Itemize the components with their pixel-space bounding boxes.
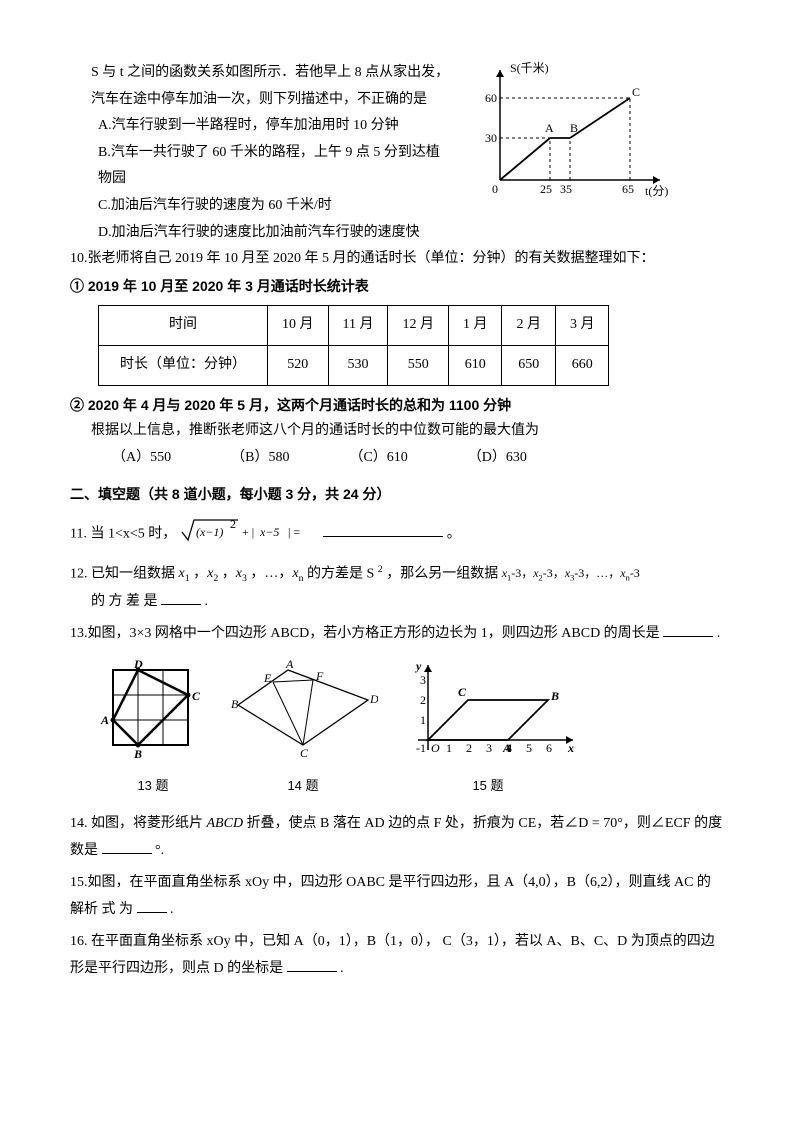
q9-optD: D.加油后汽车行驶的速度比加油前汽车行驶的速度快 <box>70 220 450 247</box>
question-11: 11. 当 1<x<5 时， (x−1) 2 + | x−5 | = 。 <box>70 514 724 555</box>
svg-text:C: C <box>632 85 640 99</box>
svg-text:5: 5 <box>526 741 532 755</box>
q11-pre: 11. 当 1<x<5 时， <box>70 526 176 541</box>
question-12: 12. 已知一组数据 x1 ，x2 ，x3 ，…，xn 的方差是 S 2 ，那么… <box>70 561 724 616</box>
fig14-label: 14 题 <box>228 774 378 799</box>
svg-text:C: C <box>192 689 201 703</box>
q16-end: . <box>340 961 344 976</box>
question-15: 15.如图，在平面直角坐标系 xOy 中，四边形 OABC 是平行四边形，且 A… <box>70 870 724 923</box>
svg-text:A: A <box>285 660 294 671</box>
q10-optC: （C）610 <box>349 445 407 472</box>
question-9: S 与 t 之间的函数关系如图所示．若他早上 8 点从家出发， 汽车在途中停车加… <box>70 60 724 246</box>
figures-row: A B C D 13 题 A B C D E F 14 题 <box>70 660 724 799</box>
question-10: 10.张老师将自己 2019 年 10 月至 2020 年 5 月的通话时长（单… <box>70 246 724 471</box>
q14-end: °. <box>155 843 164 858</box>
figure-13: A B C D 13 题 <box>98 660 208 799</box>
svg-text:A: A <box>100 713 109 727</box>
svg-text:3: 3 <box>420 673 426 687</box>
svg-text:3: 3 <box>486 741 492 755</box>
q15-blank <box>137 898 167 913</box>
svg-text:F: F <box>315 669 324 683</box>
question-16: 16. 在平面直角坐标系 xOy 中，已知 A（0，1），B（1，0）， C（3… <box>70 929 724 982</box>
q10-sub2: ② 2020 年 4 月与 2020 年 5 月，这两个月通话时长的总和为 11… <box>70 392 724 419</box>
section-2-header: 二、填空题（共 8 道小题，每小题 3 分，共 24 分） <box>70 481 724 508</box>
q16-blank <box>287 957 337 972</box>
svg-text:O: O <box>431 741 440 755</box>
q9-graph: S(千米) t(分) 30 60 25 35 65 0 A B C <box>470 60 670 221</box>
q13-end: . <box>717 626 721 641</box>
q13-text: 13.如图，3×3 网格中一个四边形 ABCD，若小方格正方形的边长为 1，则四… <box>70 626 660 641</box>
q15-pre: 15.如图，在平面直角坐标系 xOy 中，四边形 OABC 是平行四边形，且 A… <box>70 875 711 917</box>
svg-text:25: 25 <box>540 182 552 196</box>
svg-text:A: A <box>502 741 511 755</box>
svg-text:B: B <box>570 121 578 135</box>
q10-options: （A）550 （B）580 （C）610 （D）630 <box>70 445 724 472</box>
q12-end: . <box>205 594 209 609</box>
svg-text:-1: -1 <box>416 741 426 755</box>
fig13-label: 13 题 <box>98 774 208 799</box>
svg-text:65: 65 <box>622 182 634 196</box>
svg-text:1: 1 <box>420 713 426 727</box>
q14-pre: 14. 如图，将菱形纸片 <box>70 816 207 831</box>
q12-line1c: ，那么另一组数据 <box>386 566 502 581</box>
q15-end: . <box>170 902 174 917</box>
q11-after: 。 <box>447 526 461 541</box>
svg-text:0: 0 <box>492 182 498 196</box>
q12-blank <box>161 590 201 605</box>
figure-15: x y -1 O 123 456 123 A B C 15 题 <box>398 660 578 799</box>
svg-text:B: B <box>550 689 559 703</box>
q10-optB: （B）580 <box>231 445 289 472</box>
svg-text:S(千米): S(千米) <box>510 61 549 75</box>
svg-text:6: 6 <box>546 741 552 755</box>
q10-table: 时间 10 月 11 月 12 月 1 月 2 月 3 月 时长（单位：分钟） … <box>98 305 609 385</box>
q12-line1b: 的方差是 S <box>307 566 374 581</box>
svg-text:(x−1): (x−1) <box>196 525 223 539</box>
q11-blank <box>323 522 443 537</box>
svg-text:y: y <box>414 660 422 673</box>
svg-text:30: 30 <box>485 131 497 145</box>
svg-text:1: 1 <box>446 741 452 755</box>
q9-optA: A.汽车行驶到一半路程时，停车加油用时 10 分钟 <box>70 113 450 140</box>
svg-text:x: x <box>567 741 574 755</box>
svg-text:C: C <box>300 746 309 760</box>
svg-text:t(分): t(分) <box>645 184 668 198</box>
q11-formula: (x−1) 2 + | x−5 | = <box>180 514 320 555</box>
svg-text:+ |: + | <box>242 525 254 539</box>
svg-text:2: 2 <box>466 741 472 755</box>
fig15-label: 15 题 <box>398 774 578 799</box>
q16-pre: 16. 在平面直角坐标系 xOy 中，已知 A（0，1），B（1，0）， C（3… <box>70 934 715 976</box>
q9-intro1: S 与 t 之间的函数关系如图所示．若他早上 8 点从家出发， <box>70 60 450 87</box>
svg-text:E: E <box>263 671 272 685</box>
q10-infer: 根据以上信息，推断张老师这八个月的通话时长的中位数可能的最大值为 <box>70 418 724 445</box>
q12-line2: 的 方 差 是 <box>91 594 158 609</box>
figure-14: A B C D E F 14 题 <box>228 660 378 799</box>
q12-vars1: x1 ，x2 ，x3 ，…，xn <box>179 566 304 581</box>
svg-text:B: B <box>231 697 239 711</box>
svg-text:A: A <box>545 121 554 135</box>
q10-optA: （A）550 <box>112 445 171 472</box>
svg-text:x−5: x−5 <box>259 525 279 539</box>
svg-text:60: 60 <box>485 91 497 105</box>
svg-text:C: C <box>458 685 467 699</box>
svg-text:D: D <box>133 660 143 671</box>
svg-text:2: 2 <box>420 693 426 707</box>
q14-blank <box>102 839 152 854</box>
q12-vars2: x1-3，x2-3，x3-3，…，xn-3 <box>502 566 640 580</box>
q10-sub1: ① 2019 年 10 月至 2020 年 3 月通话时长统计表 <box>70 273 724 300</box>
q10-text: 10.张老师将自己 2019 年 10 月至 2020 年 5 月的通话时长（单… <box>70 246 724 273</box>
svg-text:35: 35 <box>560 182 572 196</box>
q9-optB: B.汽车一共行驶了 60 千米的路程，上午 9 点 5 分到达植物园 <box>70 140 450 193</box>
svg-text:| =: | = <box>288 525 300 539</box>
q9-optC: C.加油后汽车行驶的速度为 60 千米/时 <box>70 193 450 220</box>
svg-text:2: 2 <box>230 517 236 531</box>
svg-text:B: B <box>133 747 142 760</box>
question-14: 14. 如图，将菱形纸片 ABCD 折叠，使点 B 落在 AD 边的点 F 处，… <box>70 811 724 864</box>
q10-optD: （D）630 <box>468 445 527 472</box>
svg-text:D: D <box>369 692 378 706</box>
q12-line1a: 12. 已知一组数据 <box>70 566 179 581</box>
q13-blank <box>663 622 713 637</box>
q9-intro2: 汽车在途中停车加油一次，则下列描述中，不正确的是 <box>70 87 450 114</box>
question-13: 13.如图，3×3 网格中一个四边形 ABCD，若小方格正方形的边长为 1，则四… <box>70 621 724 648</box>
